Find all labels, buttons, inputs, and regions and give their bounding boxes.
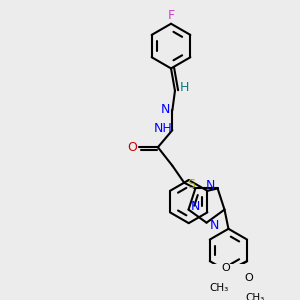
Text: N: N [161, 103, 170, 116]
Text: H: H [179, 81, 189, 94]
Text: N: N [206, 179, 215, 192]
Text: N: N [191, 200, 201, 214]
Text: O: O [221, 263, 230, 274]
Text: N: N [210, 219, 219, 232]
Text: O: O [127, 141, 137, 154]
Text: S: S [187, 178, 195, 190]
Text: F: F [167, 9, 175, 22]
Text: O: O [244, 273, 253, 283]
Text: NH: NH [154, 122, 172, 135]
Text: CH₃: CH₃ [209, 283, 228, 293]
Text: CH₃: CH₃ [246, 293, 265, 300]
